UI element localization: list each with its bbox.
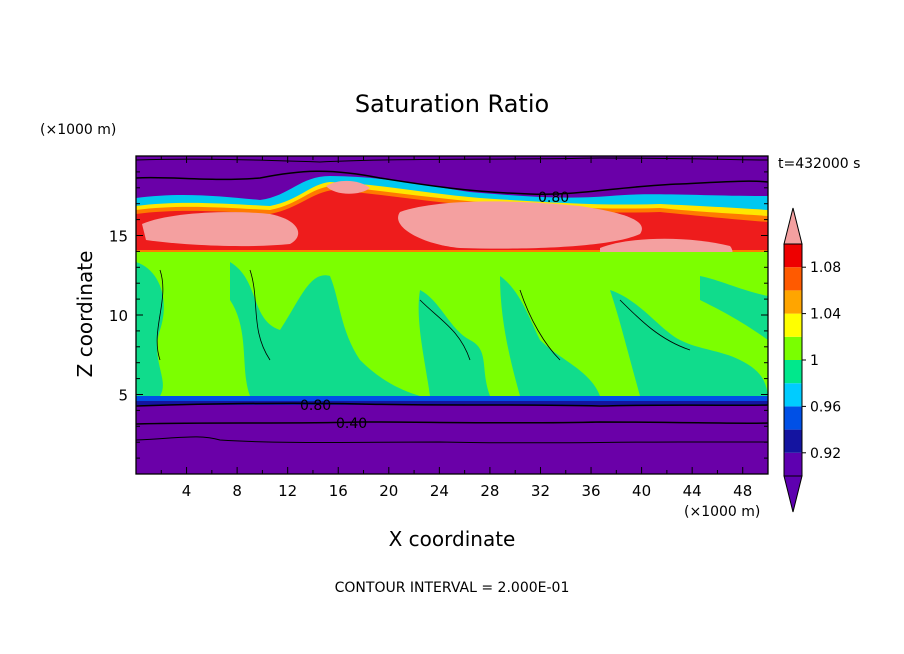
x-tick-label: 32 <box>531 482 550 500</box>
x-tick-label: 28 <box>480 482 499 500</box>
colorbar-tick-label: 0.96 <box>810 399 841 415</box>
contour-lower-0-20 <box>135 436 768 444</box>
cloud-base-dark-band <box>136 401 768 405</box>
near-saturation-teal-e <box>610 290 768 396</box>
near-saturation-teal-b <box>230 262 420 396</box>
contour-lower-0-40 <box>135 421 769 425</box>
supersaturated-patch-left <box>142 212 299 247</box>
y-tick-label: 5 <box>118 387 128 405</box>
y-tick-label: 15 <box>109 228 128 246</box>
near-saturation-teal-c <box>418 290 490 396</box>
supersaturated-patch-center <box>398 201 642 249</box>
x-tick-label: 12 <box>278 482 297 500</box>
y-tick-label: 10 <box>109 307 128 325</box>
z-unit-label: (×1000 m) <box>40 122 116 138</box>
supersaturated-patch-top <box>326 180 370 194</box>
contour-upper-0-80 <box>135 170 769 196</box>
y-axis-title: Z coordinate <box>73 251 97 378</box>
colorbar-tick-label: 1 <box>810 353 819 369</box>
colorbar-segment <box>784 429 802 453</box>
x-tick-label: 40 <box>632 482 651 500</box>
x-axis-title: X coordinate <box>389 527 516 551</box>
x-tick-label: 8 <box>232 482 242 500</box>
contour-label-upper: 0.80 <box>538 190 569 206</box>
colorbar-segment <box>784 244 802 268</box>
contour-label-lower-1: 0.80 <box>300 398 331 414</box>
x-tick-label: 20 <box>379 482 398 500</box>
colorbar-tick-label: 1.08 <box>810 260 841 276</box>
contour-midlayer-detail <box>156 269 691 361</box>
near-saturation-teal-a <box>136 262 164 396</box>
near-saturation-teal-d <box>500 276 600 396</box>
colorbar-min-arrow <box>783 475 803 513</box>
x-tick-label: 48 <box>733 482 752 500</box>
colorbar-segment <box>784 383 802 407</box>
chart-title: Saturation Ratio <box>355 90 549 118</box>
x-tick-label: 36 <box>581 482 600 500</box>
colorbar-segment <box>784 452 802 476</box>
cloud-base-blue-band <box>136 396 768 401</box>
contour-lower-0-80 <box>135 402 769 407</box>
x-tick-label: 16 <box>329 482 348 500</box>
colorbar-segment <box>784 406 802 430</box>
near-saturation-teal-f <box>700 276 768 340</box>
x-unit-label: (×1000 m) <box>684 504 760 520</box>
x-tick-label: 44 <box>683 482 702 500</box>
x-axis: 4 8 12 16 20 24 28 32 36 40 44 48 <box>160 156 769 500</box>
contour-interval-footer: CONTOUR INTERVAL = 2.000E-01 <box>335 580 570 596</box>
colorbar-max-arrow <box>783 207 803 245</box>
colorbar-segment <box>784 290 802 314</box>
colorbar-segment <box>784 336 802 360</box>
contour-label-lower-2: 0.40 <box>336 416 367 432</box>
plot-area <box>136 156 768 474</box>
colorbar-segment <box>784 267 802 291</box>
time-label: t=432000 s <box>778 156 860 172</box>
colorbar-tick-label: 1.04 <box>810 307 841 323</box>
x-tick-label: 4 <box>182 482 192 500</box>
colorbar-segment <box>784 313 802 337</box>
y-axis: 5 10 15 <box>109 171 768 459</box>
colorbar-tick-label: 0.92 <box>810 446 841 462</box>
x-tick-label: 24 <box>430 482 449 500</box>
colorbar: 1.08 1.04 1 0.96 0.92 <box>783 207 841 513</box>
colorbar-segment <box>784 360 802 384</box>
